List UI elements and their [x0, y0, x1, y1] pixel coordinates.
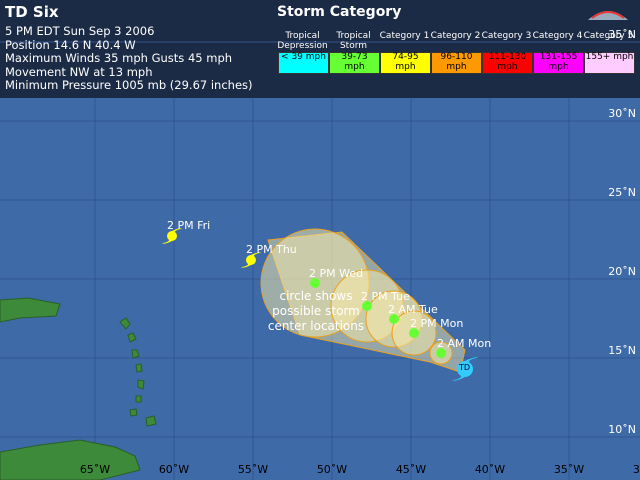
forecast-time-label: 2 PM Tue: [361, 290, 410, 303]
longitude-label: 65˚W: [79, 463, 111, 476]
current-position-label: TD: [459, 363, 471, 372]
latitude-label: 20˚N: [608, 265, 636, 278]
category-name: Category 3: [481, 31, 532, 41]
storm-info-line: Maximum Winds 35 mph Gusts 45 mph: [5, 51, 233, 65]
forecast-time-label: 2 PM Thu: [246, 243, 297, 256]
category-name: Category 1: [379, 31, 430, 41]
forecast-time-label: 2 AM Mon: [437, 337, 492, 350]
storm-info-line: Position 14.6 N 40.4 W: [5, 37, 136, 52]
storm-info-line: Minimum Pressure 1005 mb (29.67 inches): [5, 78, 253, 92]
longitude-label: 60˚W: [158, 463, 190, 476]
category-range: 74-95 mph: [380, 52, 431, 74]
longitude-label: 30˚W: [632, 463, 640, 476]
longitude-label: 35˚W: [553, 463, 585, 476]
legend-title: Storm Category: [277, 4, 402, 20]
category-range: 155+ mph: [584, 52, 635, 74]
storm-info-line: Movement NW at 13 mph: [5, 64, 153, 79]
storm-symbols: [162, 228, 478, 381]
forecast-time-label: 2 PM Mon: [410, 317, 464, 330]
longitude-label: 55˚W: [237, 463, 269, 476]
forecast-time-label: 2 AM Tue: [388, 303, 438, 316]
category-range: < 39 mph: [278, 52, 329, 74]
latitude-label: 10˚N: [608, 423, 636, 436]
latitude-label: 35˚N: [608, 28, 636, 41]
latitude-label: 25˚N: [608, 186, 636, 199]
category-range: 96-110 mph: [431, 52, 482, 74]
longitude-label: 50˚W: [316, 463, 348, 476]
storm-title: TD Six: [5, 3, 59, 21]
category-range: 131-155 mph: [533, 52, 584, 74]
latitude-label: 15˚N: [608, 344, 636, 357]
forecast-time-label: 2 PM Fri: [167, 219, 211, 232]
category-range: 111-130 mph: [482, 52, 533, 74]
longitude-label: 40˚W: [474, 463, 506, 476]
longitude-label: 45˚W: [395, 463, 427, 476]
category-name: Tropical Storm: [336, 31, 371, 51]
category-name: Category 4: [532, 31, 583, 41]
category-name: Category 2: [430, 31, 481, 41]
cone-note: circle shows possible storm center locat…: [267, 289, 365, 333]
category-name: Category 5: [583, 31, 634, 41]
latitude-label: 30˚N: [608, 107, 636, 120]
land: [0, 297, 157, 480]
logo: [588, 11, 628, 20]
category-name: Tropical Depression: [277, 31, 328, 51]
category-range: 39-73 mph: [329, 52, 380, 74]
header-band: [0, 0, 640, 98]
storm-info-line: 5 PM EDT Sun Sep 3 2006: [5, 24, 155, 38]
forecast-time-label: 2 PM Wed: [309, 267, 364, 280]
